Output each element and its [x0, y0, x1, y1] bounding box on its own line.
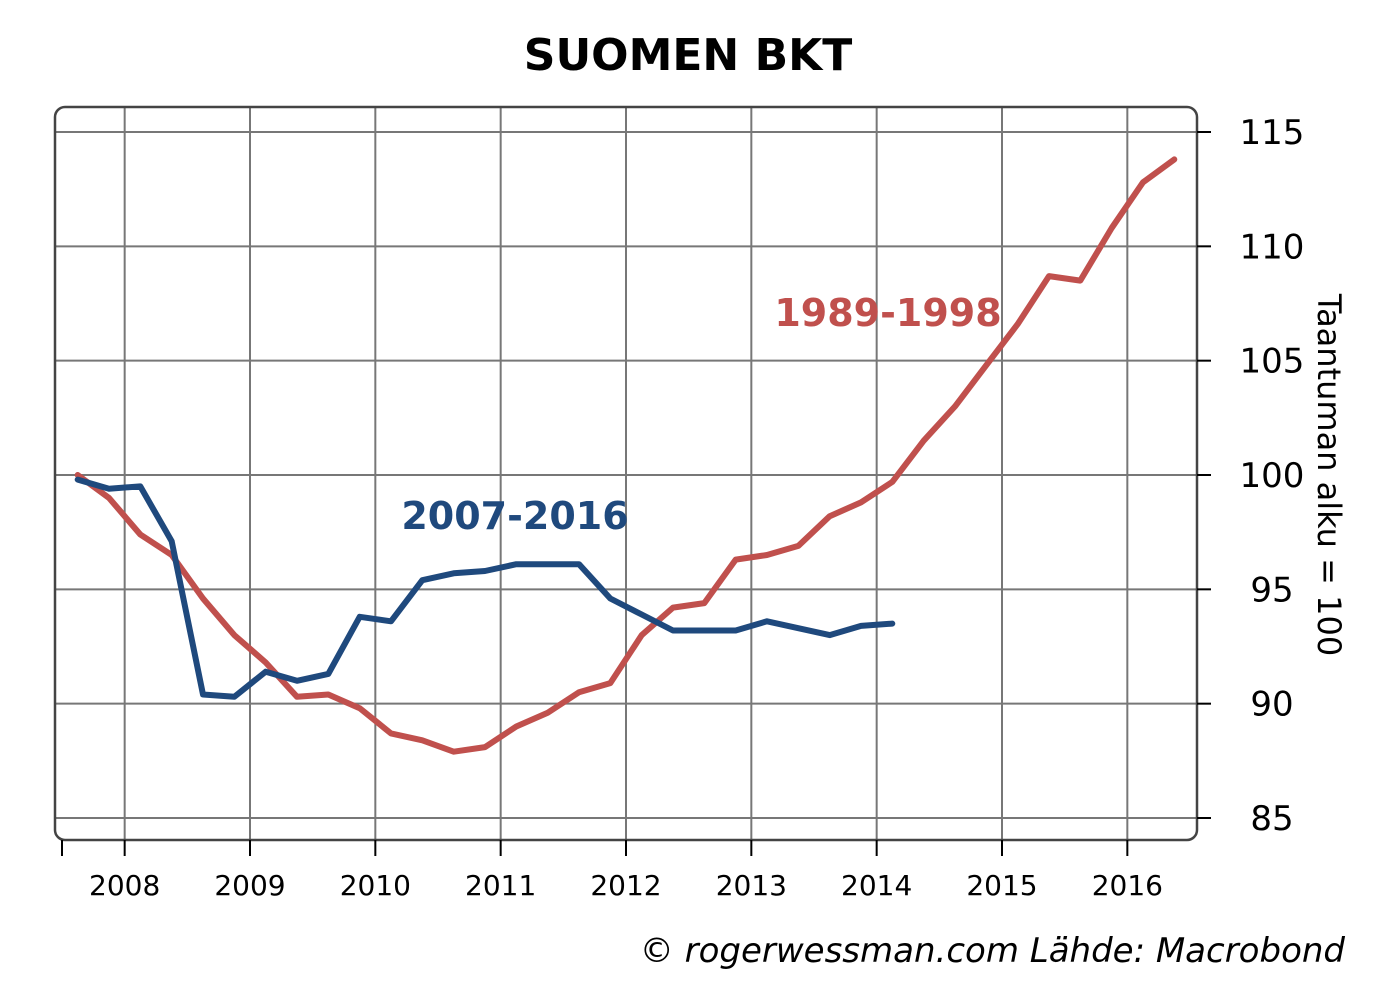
- x-tick-label: 2008: [89, 869, 160, 902]
- y-tick-label: 115: [1240, 113, 1305, 153]
- y-tick-label: 105: [1240, 342, 1305, 382]
- x-tick-label: 2014: [841, 869, 912, 902]
- y-tick-label: 90: [1250, 685, 1293, 725]
- source-credit: © rogerwessman.com Lähde: Macrobond: [640, 931, 1346, 971]
- tick-labels: 2008 2009 2010 2011 2012 2013 2014 2015 2016 85 90…: [89, 113, 1304, 902]
- series-label-1989-1998: 1989-1998: [774, 291, 1001, 335]
- x-tick-label: 2012: [590, 869, 661, 902]
- y-tick-label: 110: [1240, 227, 1305, 267]
- x-tick-label: 2016: [1092, 869, 1163, 902]
- y-axis-label: Taantuman alku = 100: [1310, 293, 1348, 656]
- x-tick-label: 2010: [340, 869, 411, 902]
- grid-lines: [55, 107, 1197, 840]
- y-tick-label: 100: [1240, 456, 1305, 496]
- series-label-2007-2016: 2007-2016: [401, 494, 628, 538]
- series-line-2007-2016: [74, 476, 896, 700]
- y-tick-label: 95: [1250, 570, 1293, 610]
- x-tick-label: 2015: [966, 869, 1037, 902]
- series-lines: [74, 156, 1178, 755]
- x-tick-label: 2011: [465, 869, 536, 902]
- axis-ticks: [61, 131, 1211, 856]
- chart-title: SUOMEN BKT: [524, 30, 852, 81]
- series-line-1989-1998: [74, 156, 1178, 755]
- x-tick-label: 2009: [214, 869, 285, 902]
- x-tick-label: 2013: [716, 869, 787, 902]
- y-tick-label: 85: [1250, 799, 1293, 839]
